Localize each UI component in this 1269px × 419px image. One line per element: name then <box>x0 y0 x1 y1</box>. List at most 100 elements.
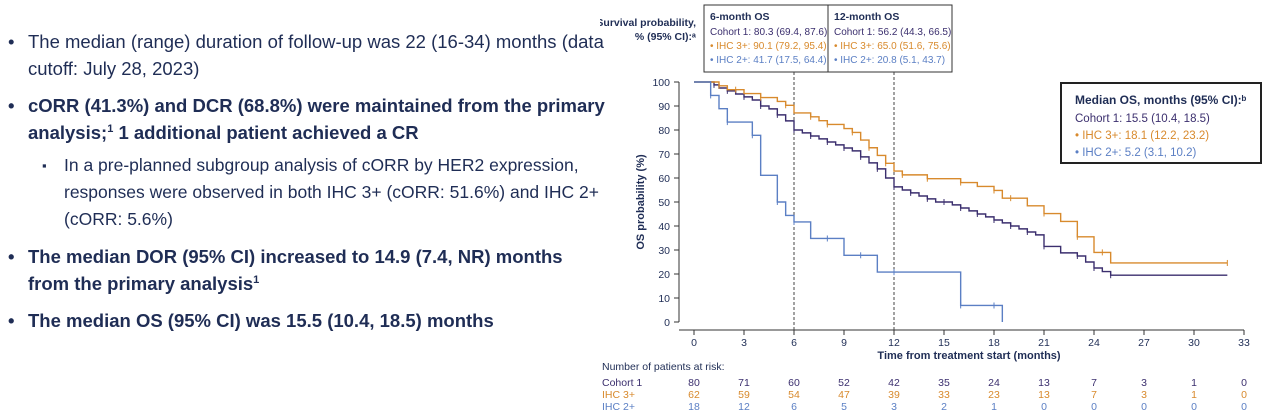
risk-value: 0 <box>1241 389 1247 401</box>
km-curve-cohort-1 <box>694 81 1228 276</box>
sub-bullet-text: In a pre-planned subgroup analysis of cO… <box>64 155 599 229</box>
x-tick-label: 21 <box>1038 337 1050 349</box>
risk-value: 3 <box>1141 377 1147 389</box>
risk-value: 42 <box>888 377 900 389</box>
bullet-text: The median OS (95% CI) was 15.5 (10.4, 1… <box>28 310 494 331</box>
y-tick-label: 30 <box>658 245 670 257</box>
bullet-follow-up: The median (range) duration of follow-up… <box>6 28 606 82</box>
x-tick-label: 3 <box>741 337 747 349</box>
y-tick-label: 100 <box>652 77 670 89</box>
bullet-text-tail: 1 additional patient achieved a CR <box>113 122 419 143</box>
y-tick-label: 80 <box>658 125 670 137</box>
risk-table-title: Number of patients at risk: <box>602 361 725 373</box>
risk-value: 6 <box>791 401 797 413</box>
bullet-corr-dcr: cORR (41.3%) and DCR (68.8%) were mainta… <box>6 92 606 146</box>
risk-value: 13 <box>1038 389 1050 401</box>
risk-value: 7 <box>1091 389 1097 401</box>
risk-value: 0 <box>1041 401 1047 413</box>
bullet-dor: The median DOR (95% CI) increased to 14.… <box>6 243 606 297</box>
median-os-line-3: • IHC 2+: 5.2 (3.1, 10.2) <box>1075 147 1196 159</box>
risk-value: 33 <box>938 389 950 401</box>
risk-value: 3 <box>1141 389 1147 401</box>
risk-value: 39 <box>888 389 900 401</box>
os-box-12m-line-3: • IHC 2+: 20.8 (5.1, 43.7) <box>834 55 945 66</box>
y-tick-label: 20 <box>658 269 670 281</box>
risk-value: 0 <box>1141 401 1147 413</box>
risk-value: 60 <box>788 377 800 389</box>
bullet-text: The median (range) duration of follow-up… <box>28 31 604 79</box>
risk-value: 35 <box>938 377 950 389</box>
risk-value: 0 <box>1241 401 1247 413</box>
x-tick-label: 30 <box>1188 337 1200 349</box>
risk-value: 1 <box>991 401 997 413</box>
risk-value: 0 <box>1191 401 1197 413</box>
os-box-12m-line-2: • IHC 3+: 65.0 (51.6, 75.6) <box>834 41 951 52</box>
y-tick-label: 70 <box>658 149 670 161</box>
x-tick-label: 12 <box>888 337 900 349</box>
x-tick-label: 15 <box>938 337 950 349</box>
x-tick-label: 27 <box>1138 337 1150 349</box>
y-tick-label: 90 <box>658 101 670 113</box>
footnote-ref: 1 <box>253 273 260 286</box>
y-tick-label: 10 <box>658 293 670 305</box>
x-axis-label: Time from treatment start (months) <box>877 350 1060 362</box>
risk-value: 23 <box>988 389 1000 401</box>
bullet-text: The median DOR (95% CI) increased to 14.… <box>28 246 563 294</box>
risk-value: 52 <box>838 377 850 389</box>
risk-row-label: Cohort 1 <box>602 377 642 389</box>
risk-value: 71 <box>738 377 750 389</box>
risk-value: 62 <box>688 389 700 401</box>
x-tick-label: 18 <box>988 337 1000 349</box>
os-box-12m-line-1: Cohort 1: 56.2 (44.3, 66.5) <box>834 27 951 38</box>
x-tick-label: 0 <box>691 337 697 349</box>
risk-value: 0 <box>1241 377 1247 389</box>
x-tick-label: 33 <box>1238 337 1250 349</box>
survival-prob-label: Survival probability, <box>600 17 696 29</box>
risk-value: 13 <box>1038 377 1050 389</box>
risk-value: 24 <box>988 377 1000 389</box>
os-box-12m-title: 12-month OS <box>834 11 899 23</box>
risk-row-label: IHC 3+ <box>602 389 635 401</box>
os-box-6m <box>703 4 829 73</box>
x-tick-label: 6 <box>791 337 797 349</box>
os-box-6m-line-1: Cohort 1: 80.3 (69.4, 87.6) <box>710 27 827 38</box>
x-tick-label: 24 <box>1088 337 1100 349</box>
sub-bullet-subgroup: In a pre-planned subgroup analysis of cO… <box>6 152 606 233</box>
risk-value: 1 <box>1191 377 1197 389</box>
os-box-12m <box>827 4 953 73</box>
y-tick-label: 50 <box>658 197 670 209</box>
bullet-text: cORR (41.3%) and DCR (68.8%) were mainta… <box>28 95 605 143</box>
risk-row-label: IHC 2+ <box>602 401 635 413</box>
bullet-list: The median (range) duration of follow-up… <box>6 28 606 344</box>
risk-value: 12 <box>738 401 750 413</box>
x-tick-label: 9 <box>841 337 847 349</box>
risk-value: 7 <box>1091 377 1097 389</box>
y-axis-label: OS probability (%) <box>635 154 647 250</box>
risk-value: 54 <box>788 389 800 401</box>
footnote-ref: 1 <box>107 122 114 135</box>
os-box-6m-line-3: • IHC 2+: 41.7 (17.5, 64.4) <box>710 55 827 66</box>
median-os-line-1: Cohort 1: 15.5 (10.4, 18.5) <box>1075 113 1210 125</box>
risk-value: 47 <box>838 389 850 401</box>
risk-value: 3 <box>891 401 897 413</box>
risk-value: 0 <box>1091 401 1097 413</box>
km-curve-ihc-2- <box>694 81 1004 322</box>
risk-value: 5 <box>841 401 847 413</box>
risk-value: 18 <box>688 401 700 413</box>
km-chart: Survival probability, % (95% CI):ᵃ 6-mon… <box>600 4 1262 413</box>
median-os-box <box>1060 82 1262 164</box>
risk-value: 59 <box>738 389 750 401</box>
y-tick-label: 60 <box>658 173 670 185</box>
y-tick-label: 0 <box>664 317 670 329</box>
survival-prob-label-2: % (95% CI):ᵃ <box>635 31 696 43</box>
median-os-title: Median OS, months (95% CI):ᵇ <box>1075 93 1247 107</box>
bullet-median-os: The median OS (95% CI) was 15.5 (10.4, 1… <box>6 307 606 334</box>
km-curve-ihc-3- <box>694 81 1228 264</box>
risk-value: 1 <box>1191 389 1197 401</box>
risk-value: 2 <box>941 401 947 413</box>
os-box-6m-line-2: • IHC 3+: 90.1 (79.2, 95.4) <box>710 41 827 52</box>
risk-value: 80 <box>688 377 700 389</box>
median-os-line-2: • IHC 3+: 18.1 (12.2, 23.2) <box>1075 130 1209 142</box>
os-box-6m-title: 6-month OS <box>710 11 770 23</box>
y-tick-label: 40 <box>658 221 670 233</box>
